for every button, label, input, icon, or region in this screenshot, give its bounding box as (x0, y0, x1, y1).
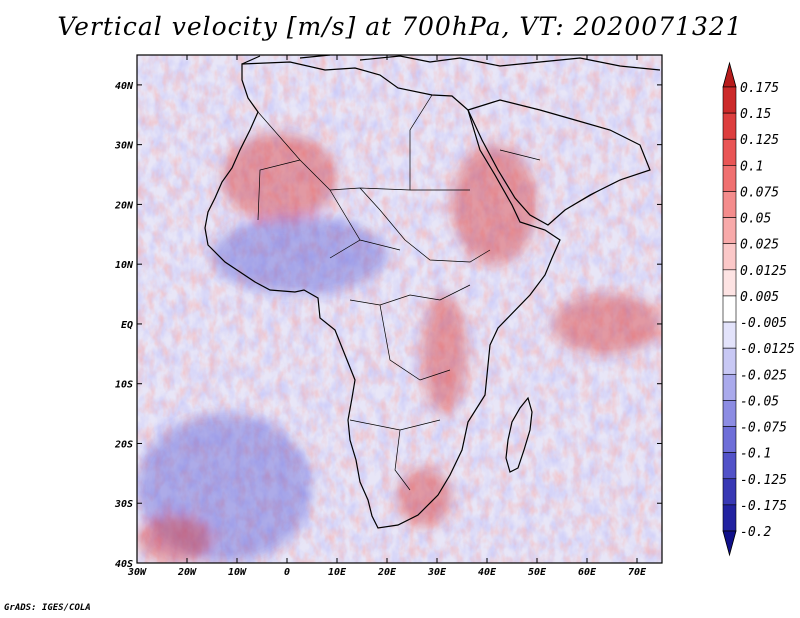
colorbar-label: -0.05 (740, 394, 779, 409)
lon-tick-label: 30E (427, 567, 447, 578)
colorbar-swatch (722, 295, 737, 323)
lon-tick-label: 20W (177, 567, 197, 578)
plot-area (137, 55, 662, 563)
colorbar-label: -0.175 (740, 499, 787, 514)
region-sahel-convection (212, 216, 387, 295)
colorbar-label: 0.1 (740, 159, 763, 174)
colorbar-label: -0.005 (740, 316, 787, 331)
colorbar-swatch (722, 269, 737, 297)
colorbar-swatch (722, 452, 737, 480)
colorbar-swatch (722, 504, 737, 532)
region-east-african-rift (422, 294, 467, 414)
colorbar-swatch (722, 112, 737, 140)
lon-tick-label: 40E (478, 567, 497, 578)
lon-tick-label: 50E (528, 567, 547, 578)
lon-tick-label: 60E (578, 567, 597, 578)
plot-frame (136, 54, 663, 564)
colorbar-label: 0.125 (740, 133, 779, 148)
colorbar-swatch (722, 86, 737, 114)
colorbar-label: 0.005 (740, 290, 779, 305)
longitude-axis: 30W 20W 10W 0 10E 20E 30E 40E 50E 60E 70E (127, 55, 647, 578)
region-ethiopian-highlands (452, 144, 537, 265)
map-title: Vertical velocity [m/s] at 700hPa, VT: 2… (57, 12, 743, 41)
lon-tick-label: 10W (228, 567, 247, 578)
colorbar-bottom-arrow (722, 530, 737, 557)
colorbar-top-arrow (722, 61, 737, 88)
lon-tick-label: 30W (127, 567, 147, 578)
arabia-outline (467, 99, 651, 226)
lat-tick-label: EQ (121, 320, 133, 331)
lat-tick-label: 20N (114, 200, 134, 211)
colorbar-swatch (722, 347, 737, 375)
colorbar-label: 0.075 (740, 185, 779, 200)
colorbar-label: -0.1 (740, 447, 771, 462)
colorbar-swatch (722, 191, 737, 218)
lat-tick-label: 30S (114, 499, 133, 510)
colorbar-swatch (722, 138, 737, 166)
region-west-sahara (222, 132, 337, 223)
colorbar-label: -0.075 (740, 421, 787, 436)
colorbar-label: 0.15 (740, 107, 771, 122)
grads-credit: GrADS: IGES/COLA (4, 603, 91, 613)
lat-tick-label: 40N (115, 81, 134, 92)
lon-tick-label: 70E (628, 567, 647, 578)
colorbar-label: -0.025 (740, 368, 787, 383)
colorbar-label: -0.0125 (740, 342, 795, 357)
region-indian-ocean-band (552, 294, 662, 354)
colorbar: 0.175 0.15 0.125 0.1 0.075 0.05 0.025 0.0125 0.0… (722, 61, 795, 557)
lat-tick-label: 20S (114, 439, 133, 450)
colorbar-swatch (722, 426, 737, 453)
region-southern-ocean-streaks (137, 515, 212, 563)
colorbar-swatch (722, 165, 737, 192)
region-overlays (137, 132, 662, 563)
region-southern-africa-east (397, 467, 452, 528)
colorbar-label: 0.05 (740, 212, 771, 227)
lat-tick-label: 10N (115, 260, 134, 271)
madagascar-outline (505, 396, 533, 473)
lat-tick-label: 40S (115, 559, 133, 570)
africa-outline (204, 61, 561, 529)
colorbar-label: 0.025 (740, 238, 779, 253)
colorbar-swatch (722, 321, 737, 349)
lon-tick-label: 0 (284, 567, 290, 578)
colorbar-label: -0.125 (740, 473, 787, 488)
lat-tick-label: 10S (115, 380, 133, 391)
colorbar-swatch (722, 400, 737, 427)
latitude-axis: 40N 30N 20N 10N EQ 10S 20S 30S 40S (114, 81, 662, 570)
colorbar-swatch (722, 373, 737, 401)
colorbar-swatch (722, 217, 737, 245)
colorbar-swatch (722, 243, 737, 271)
lat-tick-label: 30N (114, 141, 134, 152)
country-borders (257, 94, 601, 491)
colorbar-swatch (722, 478, 737, 506)
lon-tick-label: 10E (328, 567, 347, 578)
colorbar-label: -0.2 (740, 525, 771, 540)
lon-tick-label: 20E (377, 567, 397, 578)
colorbar-label: 0.175 (740, 81, 779, 96)
colorbar-label: 0.0125 (740, 264, 787, 279)
